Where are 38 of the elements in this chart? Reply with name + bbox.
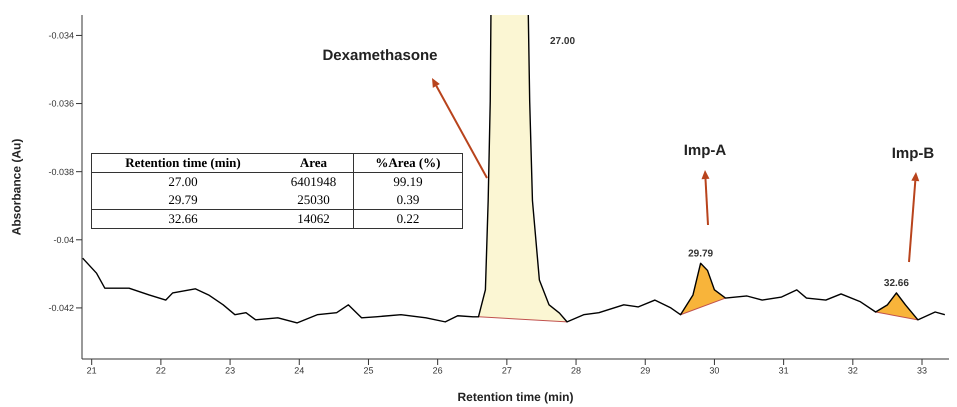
x-tick-label: 22 [156, 365, 166, 376]
annotation: 27.00 [550, 36, 576, 47]
annotation: Imp-B [892, 145, 934, 162]
annotation: 6401948 [290, 173, 338, 191]
annotation: 32.66 [884, 278, 910, 289]
annotation: Dexamethasone [322, 47, 438, 64]
x-tick-label: 31 [778, 365, 789, 376]
x-tick-label: 25 [363, 365, 374, 376]
x-tick-label: 32 [848, 365, 858, 376]
x-tick-label: 23 [225, 365, 236, 376]
annotation: %Area (%) [353, 154, 462, 172]
y-axis-title: Absorbance (Au) [9, 138, 24, 236]
x-tick-label: 29 [640, 365, 650, 376]
annotation: 27.00 [167, 173, 199, 191]
x-tick-label: 26 [432, 365, 443, 376]
annotation: 99.19 [353, 172, 462, 191]
annotation: 32.66 [167, 210, 199, 228]
annotation: 14062 [296, 210, 331, 228]
y-tick-label: -0.034 [48, 30, 74, 41]
x-tick-label: 21 [86, 365, 97, 376]
y-tick-label: -0.042 [48, 303, 74, 314]
annotation: Retention time (min) [92, 154, 274, 172]
x-tick-label: 27 [502, 365, 512, 376]
y-tick-label: -0.036 [48, 98, 74, 109]
x-tick-label: 24 [294, 365, 304, 376]
annotation: Area [274, 154, 354, 172]
annotation: Imp-A [684, 142, 726, 159]
y-tick-label: -0.04 [53, 234, 74, 245]
x-tick-label: 33 [917, 365, 928, 376]
annotation: 25030 [274, 191, 354, 210]
x-axis-title: Retention time (min) [458, 390, 574, 404]
annotation: 29.79 [688, 248, 714, 260]
x-tick-label: 30 [709, 365, 720, 376]
annotation: 0.39 [353, 191, 462, 210]
annotation: 0.22 [353, 210, 462, 228]
x-tick-label: 28 [571, 365, 582, 376]
annotation: 29.79 [92, 191, 274, 210]
y-tick-label: -0.038 [48, 166, 74, 177]
